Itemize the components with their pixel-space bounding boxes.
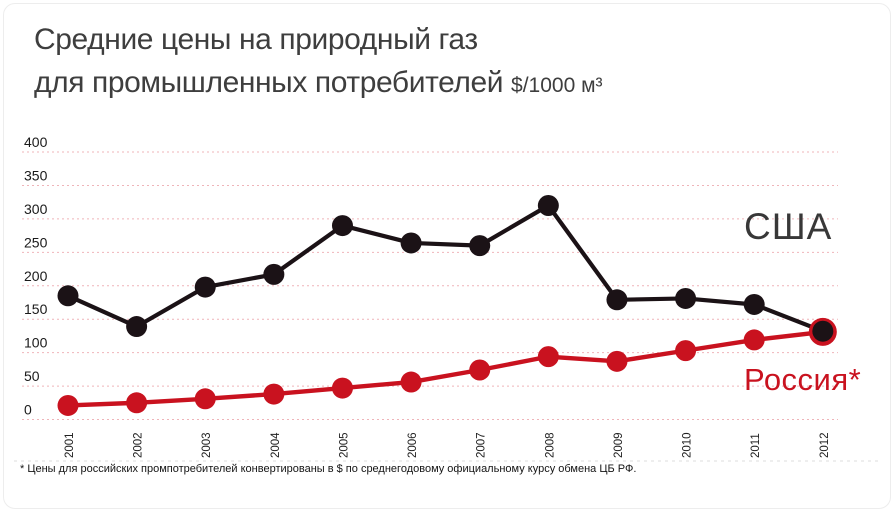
svg-text:2011: 2011 bbox=[750, 433, 762, 458]
svg-text:2006: 2006 bbox=[407, 432, 419, 458]
svg-text:2002: 2002 bbox=[133, 432, 145, 458]
series-label-usa: США bbox=[744, 206, 833, 247]
svg-text:350: 350 bbox=[24, 167, 48, 183]
svg-text:300: 300 bbox=[24, 201, 48, 217]
svg-text:2009: 2009 bbox=[613, 432, 625, 458]
chart-title: Средние цены на природный газ для промыш… bbox=[34, 18, 603, 107]
svg-text:2001: 2001 bbox=[64, 432, 76, 458]
svg-text:100: 100 bbox=[24, 335, 48, 351]
chart-title-unit: $/1000 м³ bbox=[511, 74, 603, 97]
svg-text:2003: 2003 bbox=[201, 432, 213, 458]
footnote: * Цены для российских промпотребителей к… bbox=[20, 463, 637, 475]
series-label-russia: Россия* bbox=[744, 362, 862, 397]
svg-text:2010: 2010 bbox=[682, 432, 694, 458]
svg-text:50: 50 bbox=[24, 368, 40, 384]
svg-text:2007: 2007 bbox=[476, 432, 488, 458]
svg-text:2005: 2005 bbox=[338, 432, 350, 458]
svg-text:250: 250 bbox=[24, 234, 48, 250]
svg-text:200: 200 bbox=[24, 268, 48, 284]
svg-text:150: 150 bbox=[24, 301, 48, 317]
svg-text:2004: 2004 bbox=[270, 432, 282, 458]
svg-text:400: 400 bbox=[24, 134, 48, 150]
chart-title-line1: Средние цены на природный газ bbox=[34, 23, 478, 56]
svg-text:0: 0 bbox=[24, 402, 32, 418]
svg-text:2008: 2008 bbox=[544, 432, 556, 458]
chart-title-line2: для промышленных потребителей bbox=[34, 66, 504, 99]
svg-text:2012: 2012 bbox=[819, 432, 831, 458]
